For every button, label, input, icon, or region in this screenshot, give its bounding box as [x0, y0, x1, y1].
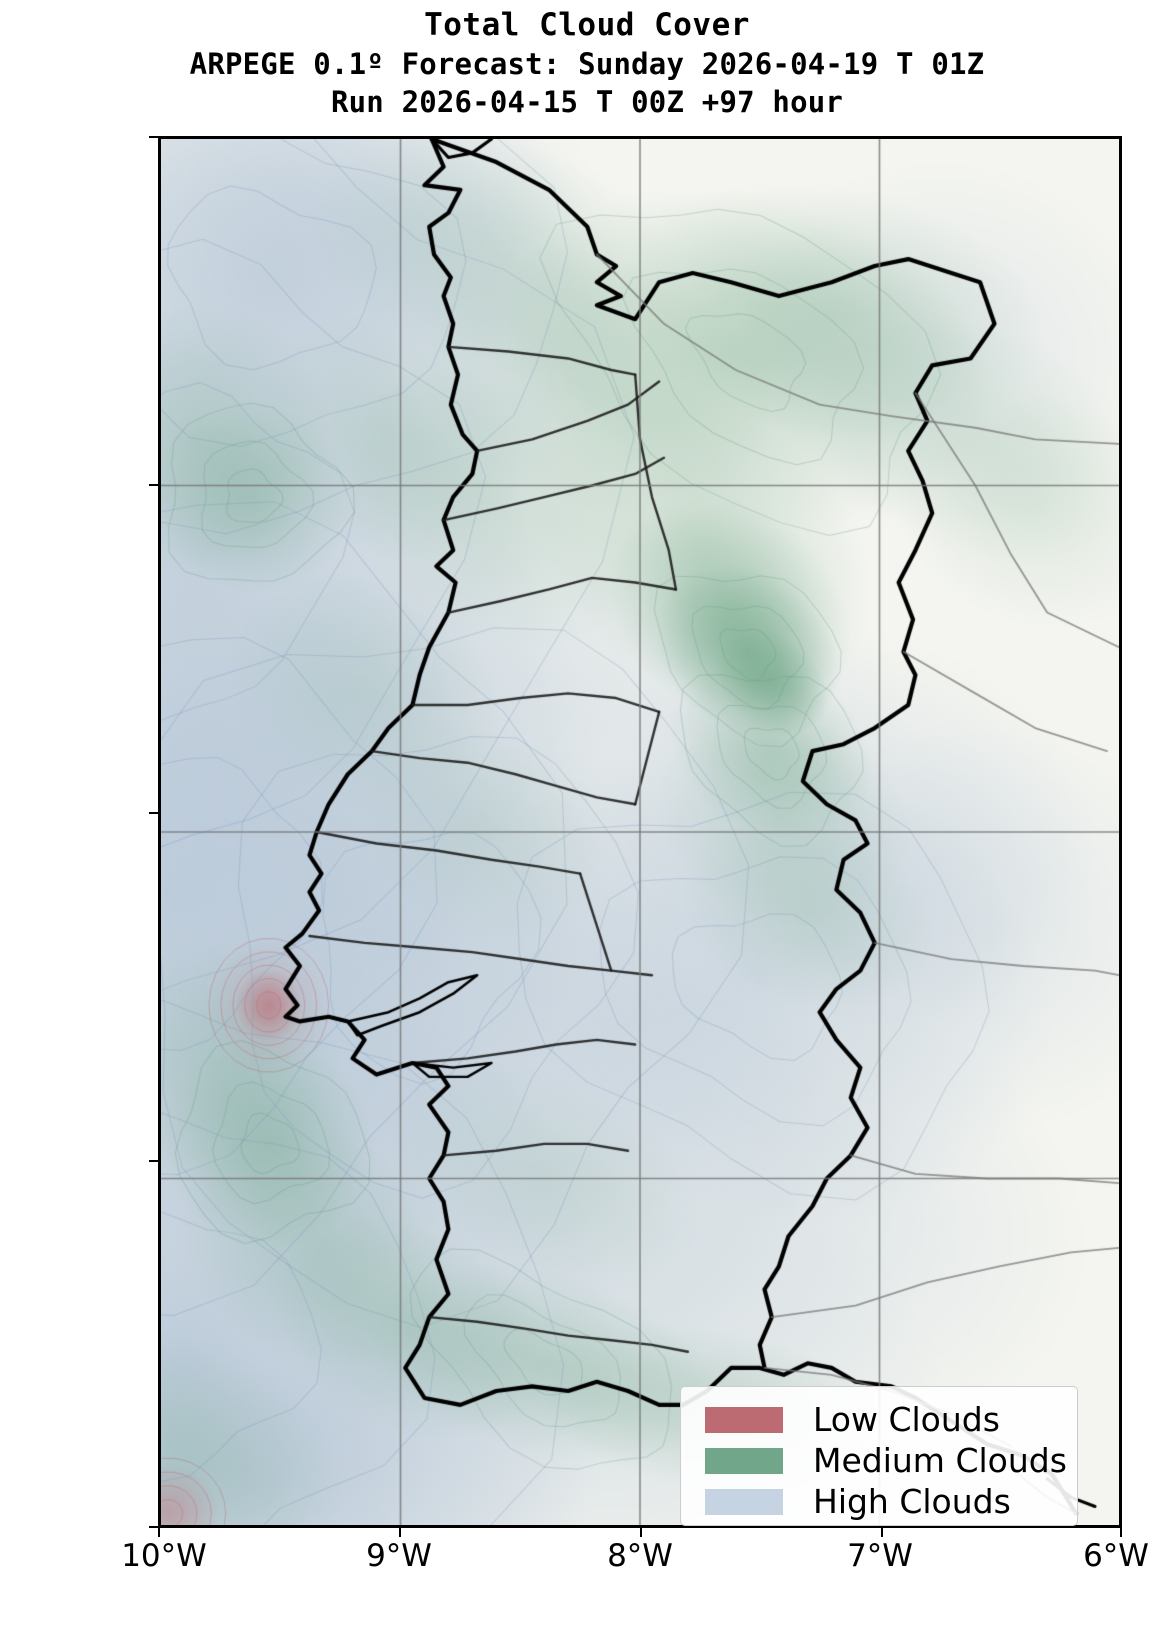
- legend-swatch-medium-clouds: [705, 1447, 783, 1474]
- x-tick-label-8w: 8°W: [607, 1538, 673, 1574]
- cloud-cover-raster: [161, 139, 1119, 1525]
- legend-label-medium-clouds: Medium Clouds: [813, 1441, 1067, 1480]
- y-tickmark-36-5: [149, 1526, 158, 1528]
- legend-swatch-high-clouds: [705, 1488, 783, 1515]
- figure-subtitle-run: Run 2026-04-15 T 00Z +97 hour: [330, 85, 844, 119]
- x-tick-label-7w: 7°W: [847, 1538, 913, 1574]
- figure-title: Total Cloud Cover: [424, 7, 750, 43]
- figure-subtitle-forecast: ARPEGE 0.1º Forecast: Sunday 2026-04-19 …: [189, 47, 985, 81]
- legend-item-medium-clouds[interactable]: Medium Clouds: [705, 1440, 1077, 1481]
- x-tickmark-8w: [640, 1528, 642, 1537]
- x-tick-label-6w: 6°W: [1083, 1538, 1149, 1574]
- legend-label-low-clouds: Low Clouds: [813, 1400, 1000, 1439]
- map-plot-area[interactable]: [158, 136, 1122, 1528]
- legend-box: Low Clouds Medium Clouds High Clouds: [680, 1386, 1078, 1526]
- y-tickmark-38: [149, 1160, 158, 1162]
- x-tick-label-9w: 9°W: [366, 1538, 432, 1574]
- x-tick-label-10w: 10°W: [121, 1538, 207, 1574]
- x-tickmark-7w: [881, 1528, 883, 1537]
- legend-swatch-low-clouds: [705, 1406, 783, 1433]
- legend-item-high-clouds[interactable]: High Clouds: [705, 1481, 1077, 1522]
- legend-item-low-clouds[interactable]: Low Clouds: [705, 1399, 1077, 1440]
- x-tickmark-9w: [399, 1528, 401, 1537]
- y-tickmark-41: [149, 484, 158, 486]
- x-tickmark-10w: [158, 1528, 160, 1537]
- legend-label-high-clouds: High Clouds: [813, 1482, 1011, 1521]
- x-tickmark-6w: [1120, 1528, 1122, 1537]
- figure-title-block: Total Cloud Cover ARPEGE 0.1º Forecast: …: [0, 0, 1174, 121]
- y-tickmark-39-5: [149, 812, 158, 814]
- y-tickmark-42-5: [149, 136, 158, 138]
